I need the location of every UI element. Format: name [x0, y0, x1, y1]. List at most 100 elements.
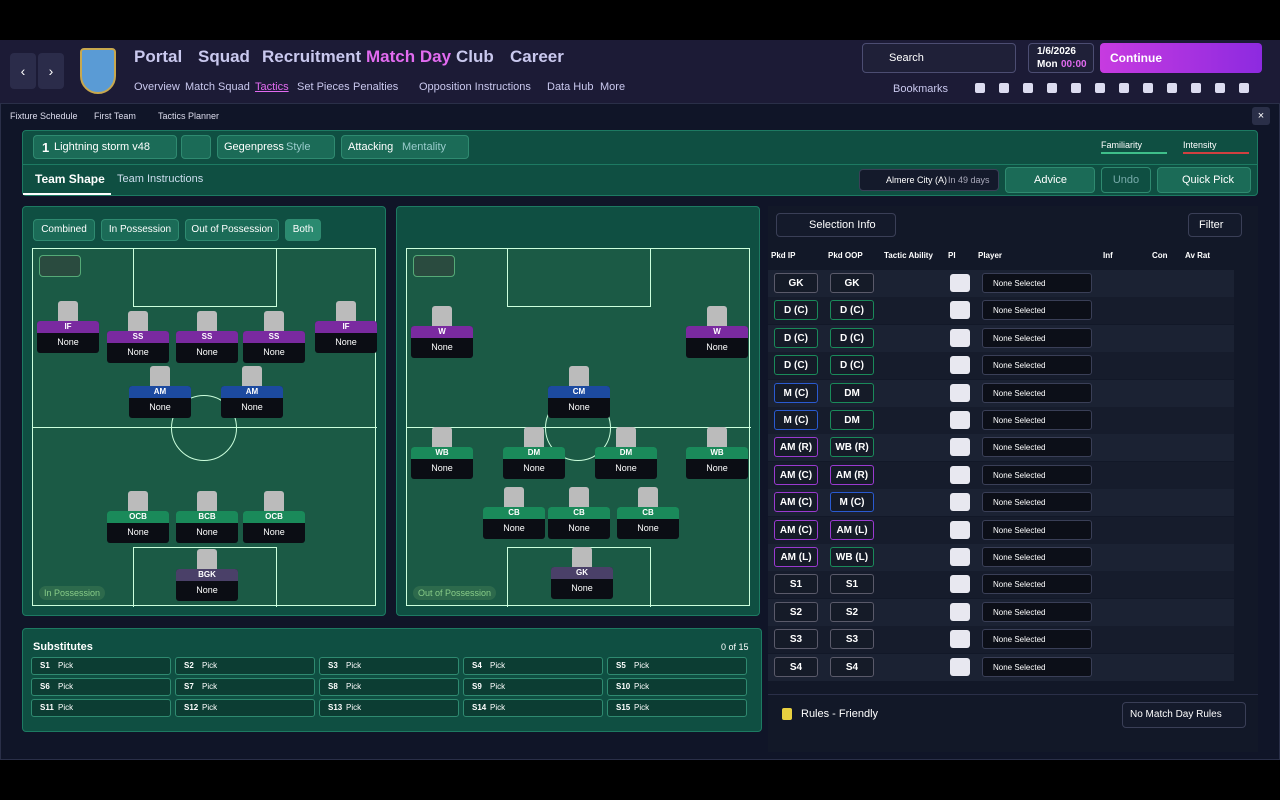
ip-position[interactable]: AM (L)	[774, 547, 818, 567]
player-select[interactable]: None Selected	[982, 656, 1092, 677]
oop-position[interactable]: S4	[830, 656, 874, 677]
player-card[interactable]: OCB None	[243, 511, 305, 543]
oop-position[interactable]: S2	[830, 601, 874, 622]
sub-nav-item[interactable]: Match Squad	[185, 81, 250, 93]
main-nav-item[interactable]: Squad	[198, 47, 250, 66]
player-card[interactable]: WB None	[686, 447, 748, 479]
player-select[interactable]: None Selected	[982, 629, 1092, 650]
toolbar-icon[interactable]	[1215, 83, 1225, 93]
toolbar-icon[interactable]	[999, 83, 1009, 93]
player-select[interactable]: None Selected	[982, 547, 1092, 567]
breadcrumb-item[interactable]: Tactics Planner	[158, 111, 220, 121]
tab[interactable]: Team Shape	[35, 172, 105, 186]
player-select[interactable]: None Selected	[982, 327, 1092, 348]
pi-button[interactable]	[950, 274, 970, 292]
ip-position[interactable]: M (C)	[774, 410, 818, 430]
oop-position[interactable]: D (C)	[830, 355, 874, 376]
continue-label[interactable]: Continue	[1110, 51, 1162, 65]
sub-nav-item[interactable]: Overview	[134, 81, 180, 93]
mentality-select[interactable]: Attacking Mentality	[341, 135, 469, 159]
player-card[interactable]: WB None	[411, 447, 473, 479]
sub-slot[interactable]: S9 Pick	[463, 678, 603, 696]
search-label[interactable]: Search	[889, 52, 924, 64]
player-card[interactable]: AM None	[221, 386, 283, 418]
shape-filter[interactable]: In Possession	[101, 219, 179, 241]
pi-button[interactable]	[950, 630, 970, 649]
shape-filter[interactable]: Both	[285, 219, 321, 241]
pi-button[interactable]	[950, 328, 970, 347]
oop-position[interactable]: WB (L)	[830, 547, 874, 567]
toolbar-icon[interactable]	[1071, 83, 1081, 93]
sub-nav-item[interactable]: Set Pieces	[297, 81, 350, 93]
ip-position[interactable]: D (C)	[774, 327, 818, 348]
player-card[interactable]: W None	[411, 326, 473, 358]
player-card[interactable]: AM None	[129, 386, 191, 418]
player-select[interactable]: None Selected	[982, 382, 1092, 403]
oop-position[interactable]: GK	[830, 273, 874, 293]
oop-position[interactable]: D (C)	[830, 327, 874, 348]
sub-slot[interactable]: S12 Pick	[175, 699, 315, 717]
sub-nav-item[interactable]: Data Hub	[547, 81, 594, 93]
sub-slot[interactable]: S6 Pick	[31, 678, 171, 696]
sub-slot[interactable]: S3 Pick	[319, 657, 459, 675]
pi-button[interactable]	[950, 356, 970, 375]
player-select[interactable]: None Selected	[982, 300, 1092, 321]
close-button[interactable]: ×	[1252, 107, 1270, 125]
player-select[interactable]: None Selected	[982, 519, 1092, 540]
sub-slot[interactable]: S1 Pick	[31, 657, 171, 675]
ip-position[interactable]: D (C)	[774, 355, 818, 376]
oop-position[interactable]: M (C)	[830, 492, 874, 513]
player-select[interactable]: None Selected	[982, 355, 1092, 376]
sub-slot[interactable]: S11 Pick	[31, 699, 171, 717]
sub-slot[interactable]: S4 Pick	[463, 657, 603, 675]
player-card[interactable]: BGK None	[176, 569, 238, 601]
ip-position[interactable]: GK	[774, 273, 818, 293]
filter-button[interactable]: Filter	[1188, 213, 1242, 237]
quick-pick-button[interactable]: Quick Pick	[1157, 167, 1251, 193]
player-card[interactable]: CB None	[483, 507, 545, 539]
sub-slot[interactable]: S13 Pick	[319, 699, 459, 717]
oop-position[interactable]: DM	[830, 410, 874, 430]
player-select[interactable]: None Selected	[982, 601, 1092, 622]
continue-button[interactable]: Continue	[1100, 43, 1262, 73]
player-select[interactable]: None Selected	[982, 437, 1092, 458]
style-select[interactable]: Gegenpress Style	[217, 135, 335, 159]
forward-button[interactable]: ›	[38, 53, 64, 89]
selection-info-button[interactable]: Selection Info	[776, 213, 896, 237]
ip-position[interactable]: S1	[774, 574, 818, 595]
breadcrumb-item[interactable]: First Team	[94, 111, 136, 121]
oop-position[interactable]: S1	[830, 574, 874, 595]
pi-button[interactable]	[950, 602, 970, 621]
player-card[interactable]: SS None	[176, 331, 238, 363]
player-card[interactable]: SS None	[243, 331, 305, 363]
tactic-select[interactable]: 1 Lightning storm v48	[33, 135, 177, 159]
pi-button[interactable]	[950, 657, 970, 676]
oop-position[interactable]: DM	[830, 382, 874, 403]
pi-button[interactable]	[950, 493, 970, 512]
add-tactic[interactable]	[181, 135, 211, 159]
player-select[interactable]: None Selected	[982, 464, 1092, 485]
toolbar-icon[interactable]	[1167, 83, 1177, 93]
ip-position[interactable]: S2	[774, 601, 818, 622]
sub-slot[interactable]: S5 Pick	[607, 657, 747, 675]
player-card[interactable]: DM None	[595, 447, 657, 479]
sub-nav-item[interactable]: Tactics	[255, 81, 289, 93]
player-card[interactable]: IF None	[37, 321, 99, 353]
player-card[interactable]: CB None	[548, 507, 610, 539]
player-card[interactable]: W None	[686, 326, 748, 358]
pi-button[interactable]	[950, 465, 970, 484]
pi-button[interactable]	[950, 548, 970, 566]
player-card[interactable]: CB None	[617, 507, 679, 539]
view-toggle[interactable]	[413, 255, 455, 277]
match-day-rules-button[interactable]: No Match Day Rules	[1122, 702, 1246, 728]
toolbar-icon[interactable]	[1239, 83, 1249, 93]
player-select[interactable]: None Selected	[982, 574, 1092, 595]
sub-nav-item[interactable]: More	[600, 81, 626, 93]
toolbar-icon[interactable]	[975, 83, 985, 93]
main-nav-item[interactable]: Career	[510, 47, 564, 66]
undo-button[interactable]: Undo	[1101, 167, 1151, 193]
ip-position[interactable]: M (C)	[774, 382, 818, 403]
sub-slot[interactable]: S10 Pick	[607, 678, 747, 696]
player-card[interactable]: BCB None	[176, 511, 238, 543]
ip-position[interactable]: AM (R)	[774, 437, 818, 458]
